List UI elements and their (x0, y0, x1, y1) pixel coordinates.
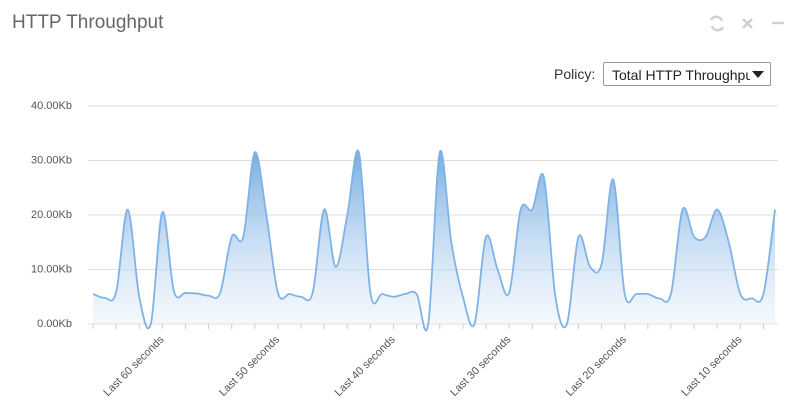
policy-select[interactable]: Total HTTP Throughput (603, 62, 771, 86)
x-tick-label: Last 30 seconds (448, 333, 513, 398)
x-tick-label: Last 10 seconds (679, 333, 744, 398)
y-tick-label: 30.00Kb (31, 154, 72, 166)
x-tick-label: Last 60 seconds (101, 333, 166, 398)
widget-title: HTTP Throughput (12, 12, 164, 33)
refresh-icon[interactable] (709, 15, 725, 32)
x-tick-label: Last 40 seconds (333, 333, 398, 398)
close-icon[interactable] (742, 18, 753, 29)
area-line (92, 149, 776, 332)
policy-value: Total HTTP Throughput (612, 67, 750, 83)
x-tick-label: Last 20 seconds (564, 333, 629, 398)
y-tick-label: 0.00Kb (37, 318, 72, 330)
y-tick-label: 10.00Kb (31, 263, 72, 275)
y-tick-label: 20.00Kb (31, 209, 72, 221)
dropdown-arrow (752, 71, 764, 78)
y-tick-label: 40.00Kb (31, 100, 72, 112)
policy-label: Policy: (554, 66, 596, 82)
x-tick-label: Last 50 seconds (217, 333, 282, 398)
